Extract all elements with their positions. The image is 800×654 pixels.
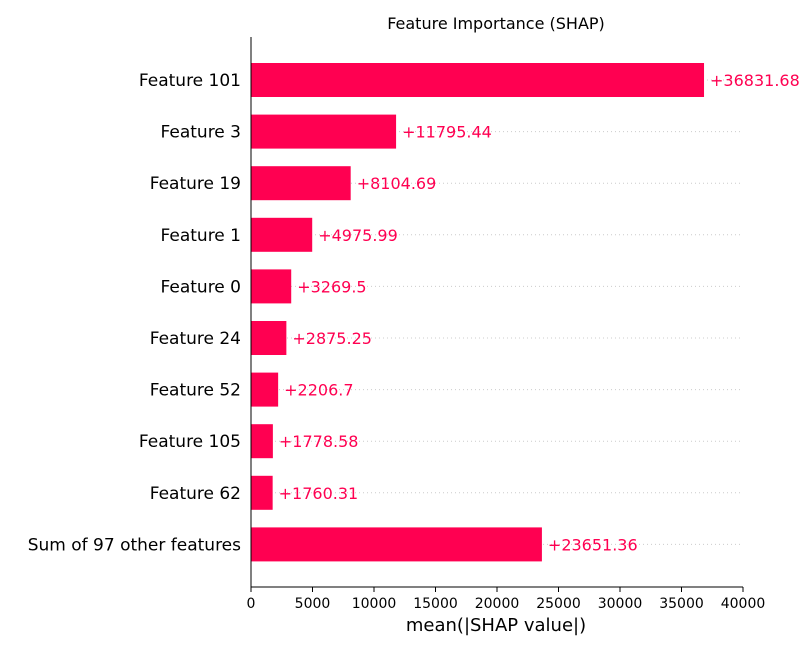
x-tick-label: 30000 — [598, 596, 643, 612]
x-tick-label: 35000 — [659, 596, 704, 612]
value-label: +36831.68 — [710, 71, 800, 90]
x-tick-label: 15000 — [413, 596, 458, 612]
bar — [251, 372, 279, 407]
category-labels: Feature 101 Feature 3 Feature 19 Feature 1 F… — [28, 71, 241, 555]
category-label: Feature 0 — [161, 277, 241, 297]
chart-title: Feature Importance (SHAP) — [387, 14, 605, 33]
value-label: +11795.44 — [402, 123, 492, 142]
category-label: Feature 19 — [150, 174, 241, 194]
bar — [251, 527, 542, 562]
category-label: Feature 3 — [161, 123, 241, 143]
bar — [251, 166, 351, 201]
category-label: Feature 101 — [139, 71, 241, 91]
value-label: +2206.7 — [284, 381, 353, 400]
value-label: +1760.31 — [279, 484, 359, 503]
category-label: Feature 52 — [150, 381, 241, 401]
x-tick-label: 10000 — [352, 596, 397, 612]
bar — [251, 269, 292, 304]
bar — [251, 114, 397, 149]
value-label: +8104.69 — [357, 174, 437, 193]
value-label: +4975.99 — [318, 226, 398, 245]
value-label: +2875.25 — [292, 329, 372, 348]
bar — [251, 63, 705, 97]
grid-lines — [251, 79, 743, 545]
bar — [251, 217, 313, 252]
x-tick-label: 5000 — [295, 596, 331, 612]
x-axis: 0 5000 10000 15000 20000 25000 30000 35000 40000 — [247, 37, 766, 612]
category-label: Feature 1 — [161, 226, 241, 246]
category-label: Feature 24 — [150, 329, 241, 349]
value-label: +1778.58 — [279, 432, 359, 451]
category-label: Feature 105 — [139, 432, 241, 452]
x-tick-label: 25000 — [536, 596, 581, 612]
value-labels: +36831.68 +11795.44 +8104.69 +4975.99 +3269.… — [279, 71, 800, 554]
bar — [251, 424, 273, 459]
x-tick-label: 20000 — [475, 596, 520, 612]
bars — [251, 63, 705, 562]
x-tick-label: 0 — [247, 596, 256, 612]
value-label: +23651.36 — [548, 535, 638, 554]
x-axis-label: mean(|SHAP value|) — [406, 615, 586, 636]
value-label: +3269.5 — [297, 277, 366, 296]
category-label: Sum of 97 other features — [28, 535, 241, 555]
x-tick-label: 40000 — [721, 596, 766, 612]
category-label: Feature 62 — [150, 484, 241, 504]
bar — [251, 321, 287, 355]
bar — [251, 475, 273, 510]
